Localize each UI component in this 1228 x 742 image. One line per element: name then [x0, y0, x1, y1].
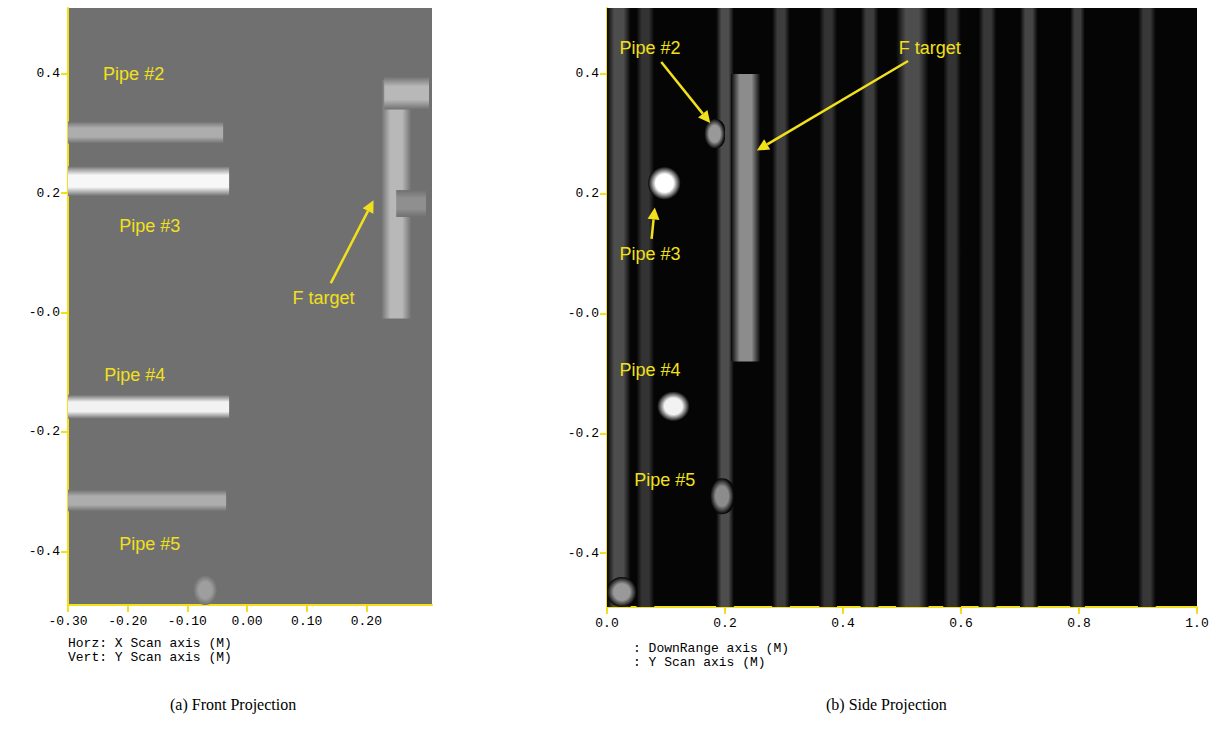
svg-text:0.10: 0.10 [291, 614, 322, 629]
svg-text:-0.2: -0.2 [29, 424, 60, 439]
svg-text:0.4: 0.4 [37, 66, 61, 81]
svg-text:F target: F target [292, 288, 354, 308]
svg-text:Pipe #5: Pipe #5 [119, 534, 180, 554]
svg-text:0.20: 0.20 [351, 614, 382, 629]
svg-text:Pipe #4: Pipe #4 [620, 360, 681, 380]
svg-text:-0.4: -0.4 [568, 546, 599, 561]
svg-text:Pipe #3: Pipe #3 [620, 244, 681, 264]
svg-text:-0.4: -0.4 [29, 544, 60, 559]
svg-text:-0.0: -0.0 [568, 306, 599, 321]
svg-text:0.6: 0.6 [949, 616, 972, 631]
svg-text:Pipe #5: Pipe #5 [634, 470, 695, 490]
svg-text:0.2: 0.2 [576, 186, 599, 201]
svg-text:0.4: 0.4 [576, 66, 600, 81]
svg-text:-0.0: -0.0 [29, 305, 60, 320]
svg-text:-0.10: -0.10 [168, 614, 207, 629]
svg-text:(a) Front Projection: (a) Front Projection [170, 696, 296, 714]
svg-text:0.0: 0.0 [595, 616, 618, 631]
svg-text:0.2: 0.2 [37, 186, 60, 201]
svg-text:0.2: 0.2 [713, 616, 736, 631]
svg-text:(b) Side Projection: (b) Side Projection [826, 696, 947, 714]
svg-text:Pipe #2: Pipe #2 [620, 38, 681, 58]
svg-text:1.0: 1.0 [1185, 616, 1208, 631]
svg-text:Pipe #3: Pipe #3 [119, 216, 180, 236]
svg-text:-0.2: -0.2 [568, 426, 599, 441]
svg-text:0.8: 0.8 [1067, 616, 1090, 631]
svg-text:0.4: 0.4 [831, 616, 855, 631]
svg-text:0.00: 0.00 [231, 614, 262, 629]
svg-text:: Y Scan axis (M): : Y Scan axis (M) [633, 655, 766, 670]
svg-text:Vert: Y Scan axis (M): Vert: Y Scan axis (M) [68, 650, 232, 665]
svg-text:-0.20: -0.20 [108, 614, 147, 629]
svg-text:Pipe #4: Pipe #4 [104, 365, 165, 385]
svg-text:F target: F target [899, 38, 961, 58]
svg-text:: DownRange axis (M): : DownRange axis (M) [633, 641, 789, 656]
svg-text:Pipe #2: Pipe #2 [103, 64, 164, 84]
svg-text:Horz: X Scan axis (M): Horz: X Scan axis (M) [68, 636, 232, 651]
svg-text:-0.30: -0.30 [48, 614, 87, 629]
